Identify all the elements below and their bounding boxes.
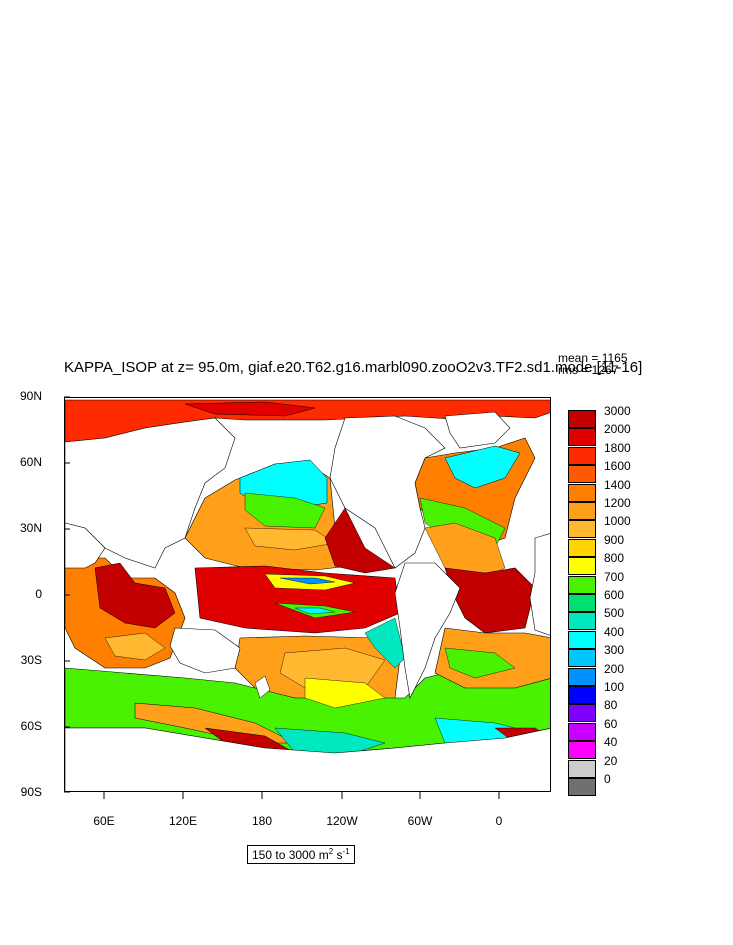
colorbar-label: 1600: [604, 459, 631, 474]
colorbar-swatch: [568, 410, 596, 428]
colorbar-label: 20: [604, 753, 618, 768]
colorbar-swatch: [568, 557, 596, 576]
colorbar-label: 100: [604, 680, 625, 694]
colorbar-swatch: [568, 502, 596, 520]
lat-label-30s: 30S: [20, 653, 42, 667]
colorbar-swatch: [568, 465, 596, 484]
colorbar-swatch: [568, 575, 596, 594]
map-frame: [64, 397, 551, 792]
colorbar-swatch: [568, 686, 596, 704]
lon-label-120e: 120E: [168, 814, 198, 828]
greenland-land: [444, 411, 511, 449]
colorbar-swatch: [568, 759, 596, 778]
colorbar-label: 700: [604, 569, 625, 584]
colorbar-swatch: [568, 446, 596, 465]
tropical-atlantic: [444, 567, 536, 634]
colorbar-swatch: [568, 704, 596, 723]
units-exp-2: -1: [342, 847, 350, 856]
colorbar-swatch: [568, 741, 596, 760]
colorbar-label: 80: [604, 698, 618, 713]
units-exp-1: 2: [328, 847, 334, 856]
ocean-field-map: [65, 399, 550, 791]
lon-label-180: 180: [251, 814, 273, 828]
units-text: 150 to 3000 m: [252, 848, 329, 862]
lat-label-30n: 30N: [19, 521, 42, 535]
colorbar-label: 1400: [604, 477, 631, 492]
colorbar-label: 3000: [604, 404, 631, 418]
units-label: 150 to 3000 m2 s-1: [247, 845, 355, 864]
new-zealand-land: [254, 675, 271, 699]
lon-label-60w: 60W: [407, 814, 433, 828]
colorbar-label: 500: [604, 606, 625, 621]
lon-label-0: 0: [495, 814, 503, 828]
colorbar-swatch: [568, 538, 596, 557]
colorbar-label: 400: [604, 624, 625, 639]
labrador-sea: [444, 445, 521, 489]
north-america-land: [329, 415, 446, 569]
lat-label-eq: 0: [35, 587, 42, 601]
colorbar-swatch: [568, 667, 596, 686]
axis-ticks: [64, 396, 500, 799]
lon-label-60e: 60E: [93, 814, 115, 828]
africa-right-land: [529, 533, 550, 636]
units-seconds: s: [333, 848, 343, 862]
colorbar-swatch: [568, 428, 596, 447]
colorbar-label: 1800: [604, 440, 631, 455]
lat-label-60n: 60N: [19, 455, 42, 469]
colorbar-swatch: [568, 722, 596, 741]
colorbar-label: 900: [604, 532, 625, 547]
colorbar-label: 0: [604, 772, 611, 786]
colorbar-swatch: [568, 630, 596, 649]
colorbar-label: 800: [604, 551, 625, 566]
colorbar-swatch: [568, 594, 596, 612]
lat-label-90n: 90N: [19, 389, 42, 403]
australia-land: [169, 627, 241, 674]
rms-value: rms = 1267: [558, 363, 619, 377]
colorbar-label: 1000: [604, 514, 631, 529]
colorbar-swatch: [568, 778, 596, 796]
colorbar-label: 40: [604, 735, 618, 750]
colorbar-label: 2000: [604, 422, 631, 437]
lat-label-90s: 90S: [20, 785, 42, 799]
plot-title: KAPPA_ISOP at z= 95.0m, giaf.e20.T62.g16…: [64, 359, 643, 376]
lat-label-60s: 60S: [20, 719, 42, 733]
colorbar-label: 1200: [604, 496, 631, 510]
colorbar-swatch: [568, 520, 596, 539]
colorbar-label: 60: [604, 716, 618, 731]
colorbar-swatch: [568, 612, 596, 631]
antarctica-land: [65, 727, 550, 791]
africa-land: [65, 522, 106, 569]
colorbar-swatch: [568, 649, 596, 668]
colorbar-label: 300: [604, 643, 625, 658]
lon-label-120w: 120W: [326, 814, 358, 828]
south-america-land: [394, 562, 461, 699]
mean-value: mean = 1165: [558, 351, 628, 365]
colorbar-label: 600: [604, 588, 625, 602]
colorbar-label: 200: [604, 661, 625, 676]
colorbar-swatch: [568, 483, 596, 502]
